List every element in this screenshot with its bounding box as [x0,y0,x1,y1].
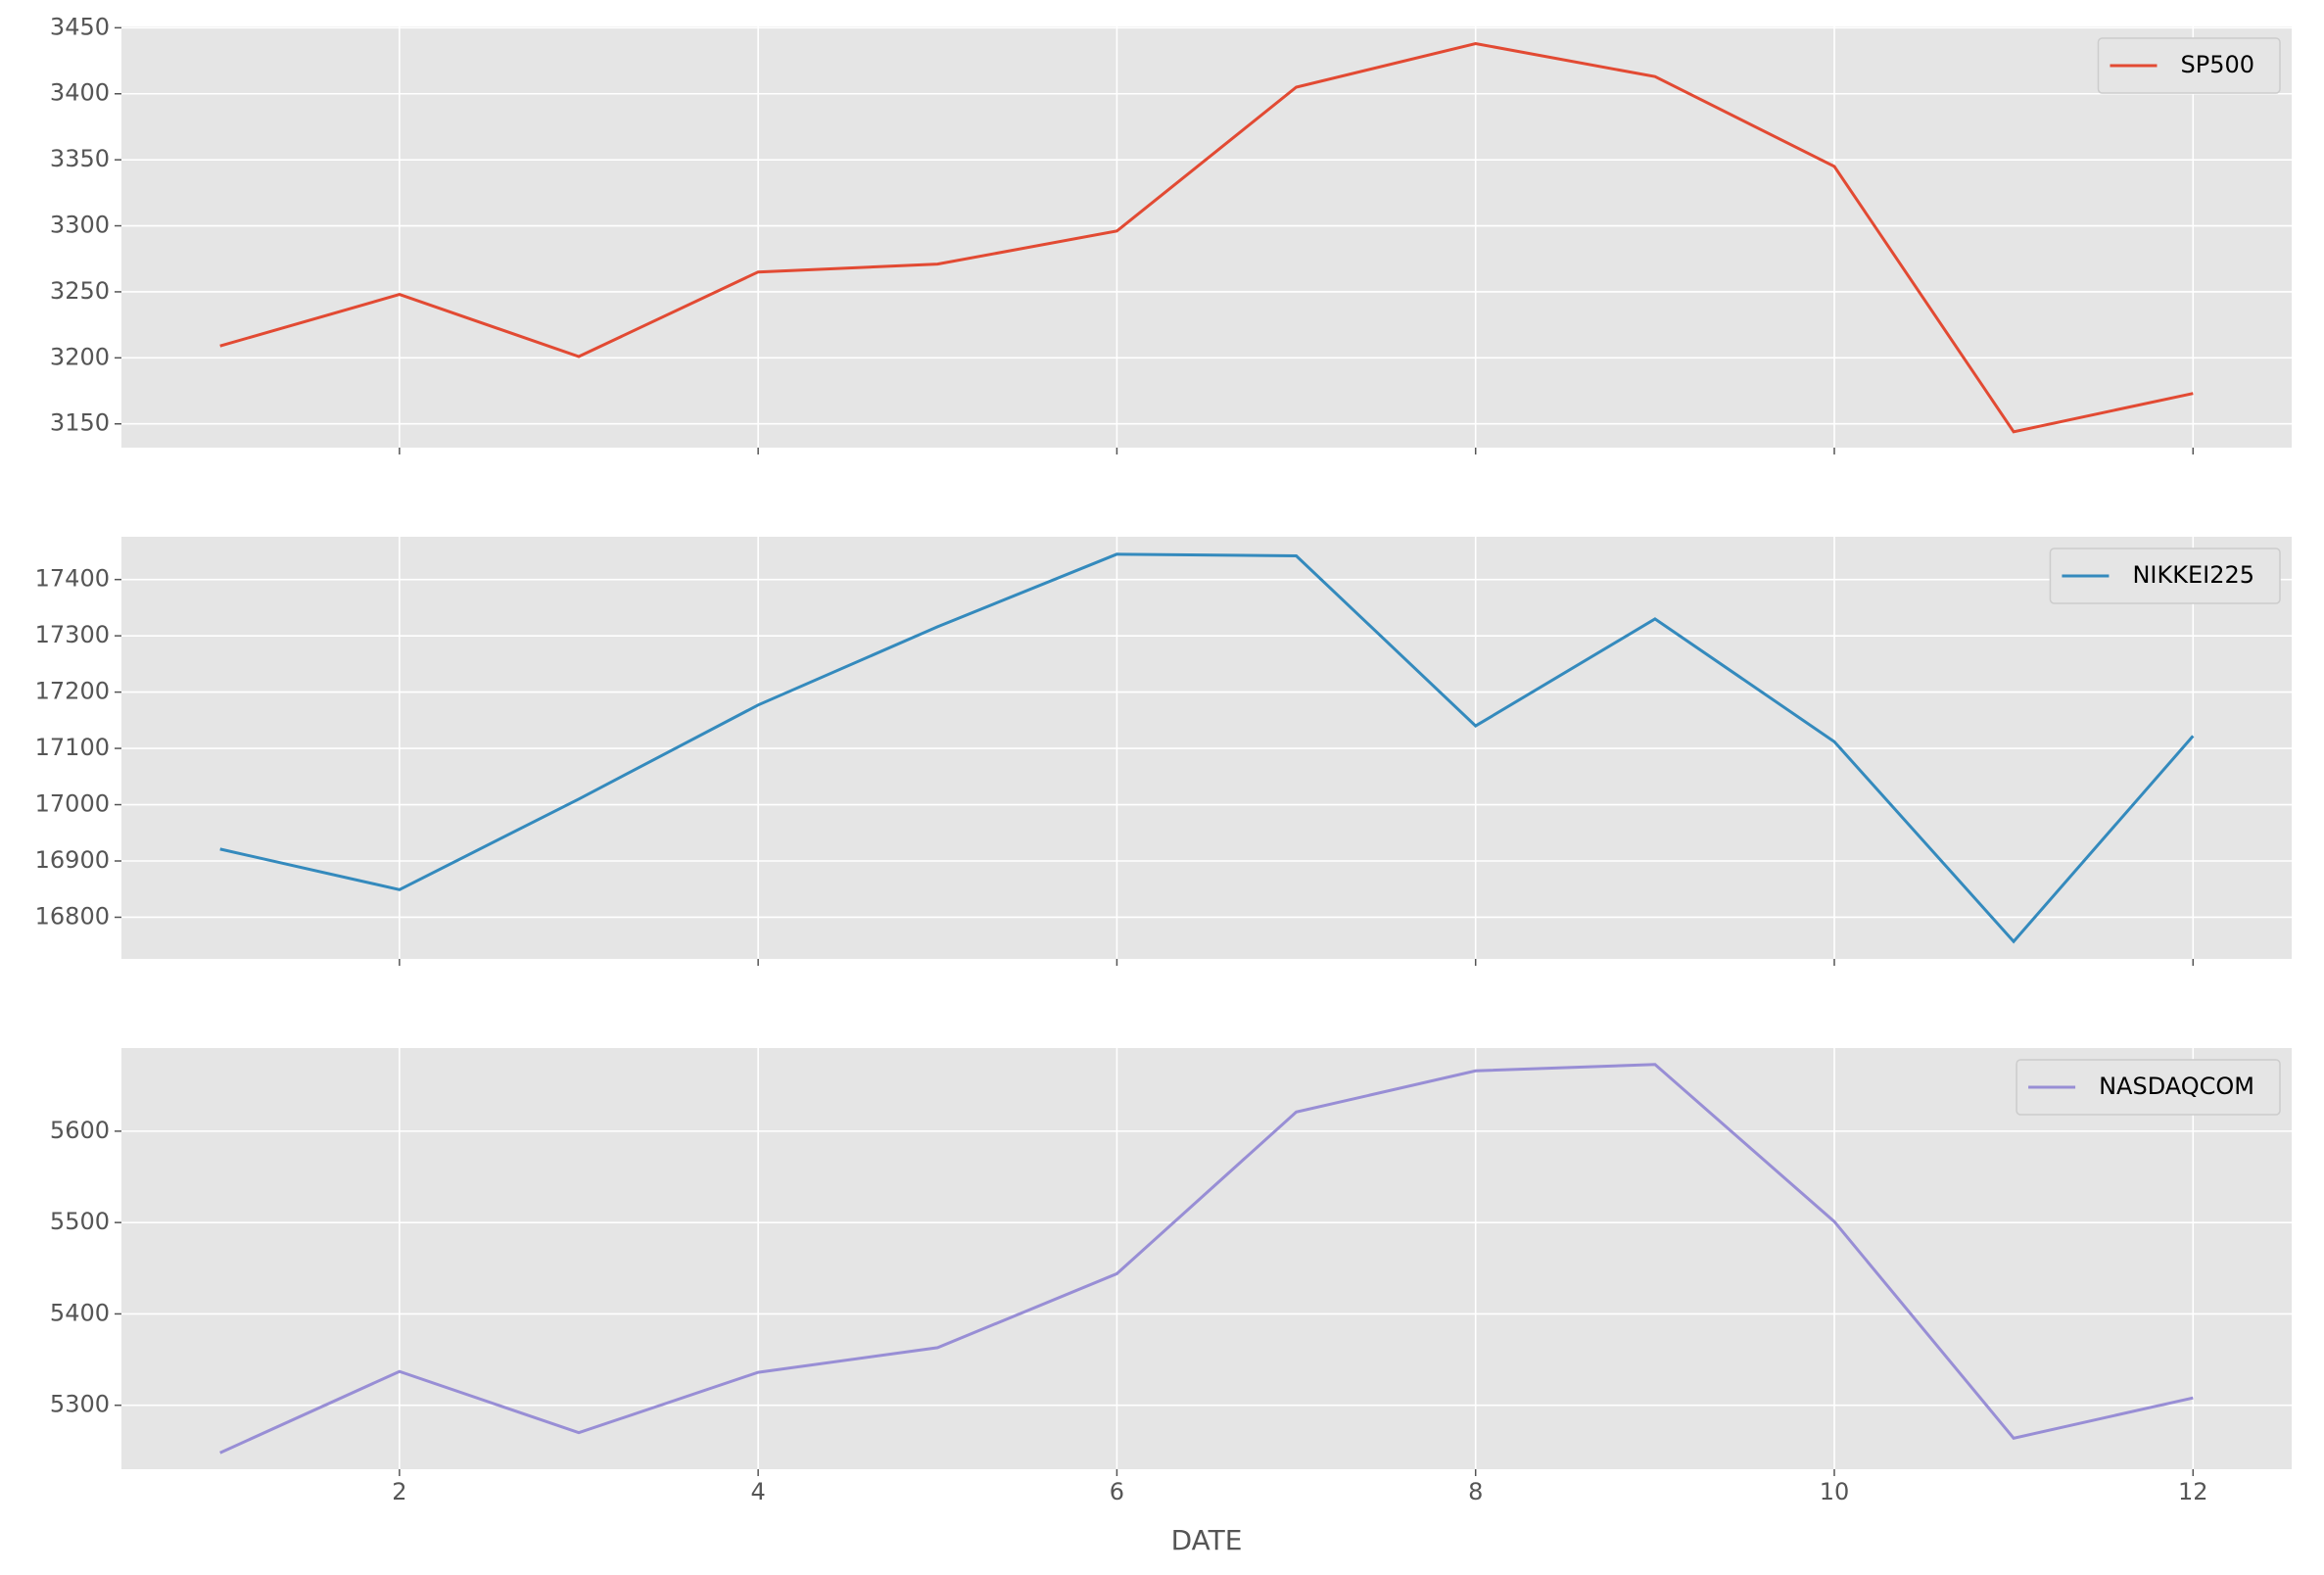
x-tick-label: 12 [2178,1478,2208,1505]
x-axis-label: DATE [1171,1524,1243,1556]
y-tick-label: 3300 [50,212,110,239]
y-tick-label: 16900 [35,846,110,874]
y-tick-label: 3350 [50,145,110,172]
y-tick-label: 16800 [35,902,110,930]
series-line [219,552,2195,944]
y-tick-label: 17100 [35,734,110,761]
x-tick-label: 2 [392,1478,406,1505]
legend-label: NIKKEI225 [2132,561,2254,589]
legend-label: NASDAQCOM [2099,1073,2254,1100]
x-tick-label: 10 [1820,1478,1850,1505]
y-tick-label: 17200 [35,678,110,705]
legend-box [2049,548,2281,604]
y-tick-label: 5400 [50,1299,110,1326]
y-tick-label: 3400 [50,79,110,107]
legend-label: SP500 [2180,51,2254,78]
legend-box [2097,37,2281,94]
series-line [219,1063,2194,1455]
y-tick-label: 17400 [35,565,110,593]
y-tick-label: 17300 [35,621,110,648]
y-tick-label: 3450 [50,13,110,40]
series-line [219,41,2194,434]
x-tick-label: 8 [1468,1478,1483,1505]
y-tick-label: 5600 [50,1117,110,1144]
x-tick-label: 6 [1110,1478,1124,1505]
y-tick-label: 3150 [50,409,110,437]
y-tick-label: 3200 [50,343,110,370]
x-tick-label: 4 [751,1478,766,1505]
y-tick-label: 5500 [50,1208,110,1235]
legend-box [2016,1059,2281,1116]
y-tick-label: 17000 [35,790,110,818]
plot-area [121,26,2292,448]
y-tick-label: 5300 [50,1391,110,1418]
y-tick-label: 3250 [50,277,110,305]
